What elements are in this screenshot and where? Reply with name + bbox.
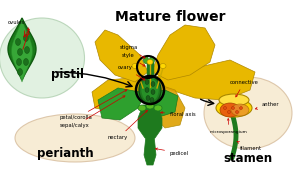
Polygon shape (98, 88, 143, 120)
Ellipse shape (204, 77, 292, 149)
Ellipse shape (139, 76, 161, 104)
Text: stigma: stigma (120, 45, 145, 58)
Text: perianth: perianth (37, 147, 93, 160)
Ellipse shape (150, 97, 154, 102)
Ellipse shape (151, 89, 155, 95)
Ellipse shape (147, 60, 153, 64)
Polygon shape (138, 105, 162, 138)
Ellipse shape (15, 114, 135, 162)
Ellipse shape (145, 88, 149, 93)
Ellipse shape (17, 58, 22, 65)
Polygon shape (155, 60, 255, 100)
Ellipse shape (216, 99, 252, 117)
Ellipse shape (235, 110, 238, 114)
Ellipse shape (151, 82, 155, 87)
Text: pedicel: pedicel (155, 148, 189, 155)
Ellipse shape (220, 103, 240, 117)
Ellipse shape (17, 49, 22, 56)
Ellipse shape (154, 105, 162, 111)
Polygon shape (144, 135, 156, 165)
Text: stamen: stamen (223, 152, 273, 165)
Ellipse shape (160, 63, 166, 69)
Ellipse shape (224, 107, 227, 109)
Ellipse shape (138, 105, 146, 111)
Ellipse shape (146, 103, 154, 109)
Polygon shape (12, 20, 32, 82)
Text: pistil: pistil (52, 68, 84, 81)
Text: filament: filament (237, 141, 262, 150)
Polygon shape (95, 30, 148, 82)
Polygon shape (8, 18, 36, 80)
Text: sepal/calyx: sepal/calyx (60, 96, 125, 128)
Ellipse shape (240, 107, 242, 109)
Text: microsporangium: microsporangium (210, 119, 248, 134)
Ellipse shape (150, 56, 155, 63)
Ellipse shape (219, 94, 249, 106)
Ellipse shape (16, 38, 20, 45)
Ellipse shape (132, 63, 138, 69)
Text: connective: connective (230, 80, 259, 97)
Ellipse shape (231, 104, 249, 116)
Text: Mature flower: Mature flower (115, 10, 225, 24)
Polygon shape (92, 78, 146, 112)
Text: floral axis: floral axis (160, 112, 196, 117)
Ellipse shape (143, 56, 148, 63)
Ellipse shape (146, 95, 150, 101)
Ellipse shape (24, 35, 29, 42)
Text: style: style (122, 54, 145, 66)
Ellipse shape (17, 69, 22, 76)
Text: ovary: ovary (118, 65, 145, 80)
Text: nectary: nectary (108, 110, 148, 141)
Ellipse shape (24, 58, 29, 65)
Text: anther: anther (255, 102, 280, 109)
Polygon shape (148, 85, 185, 128)
Ellipse shape (24, 47, 30, 54)
Text: ovules: ovules (8, 19, 29, 30)
Ellipse shape (145, 80, 149, 84)
Polygon shape (152, 25, 215, 80)
Ellipse shape (227, 110, 230, 114)
Polygon shape (153, 90, 178, 116)
Ellipse shape (0, 18, 84, 98)
Ellipse shape (141, 78, 159, 102)
Text: petal/corolla: petal/corolla (60, 90, 127, 121)
Ellipse shape (232, 107, 235, 109)
